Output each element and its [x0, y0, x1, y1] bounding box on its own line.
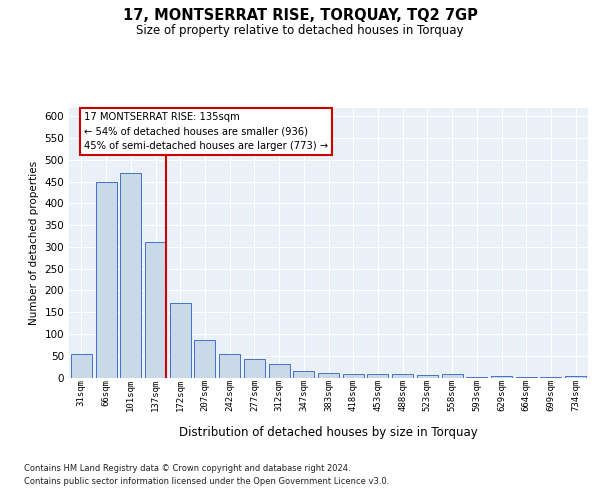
Text: Distribution of detached houses by size in Torquay: Distribution of detached houses by size … [179, 426, 478, 439]
Text: Contains public sector information licensed under the Open Government Licence v3: Contains public sector information licen… [24, 477, 389, 486]
Bar [318, 373, 339, 378]
Bar [194, 340, 215, 378]
Bar [466, 376, 487, 378]
Bar [417, 375, 438, 378]
Bar [170, 302, 191, 378]
Bar [71, 354, 92, 378]
Bar [293, 371, 314, 378]
Bar [491, 376, 512, 378]
Bar [219, 354, 240, 378]
Bar [367, 374, 388, 378]
Bar [442, 374, 463, 378]
Bar [343, 374, 364, 378]
Text: 17 MONTSERRAT RISE: 135sqm
← 54% of detached houses are smaller (936)
45% of sem: 17 MONTSERRAT RISE: 135sqm ← 54% of deta… [84, 112, 328, 152]
Bar [269, 364, 290, 378]
Text: 17, MONTSERRAT RISE, TORQUAY, TQ2 7GP: 17, MONTSERRAT RISE, TORQUAY, TQ2 7GP [122, 8, 478, 22]
Bar [565, 376, 586, 378]
Bar [244, 359, 265, 378]
Bar [120, 173, 141, 378]
Text: Contains HM Land Registry data © Crown copyright and database right 2024.: Contains HM Land Registry data © Crown c… [24, 464, 350, 473]
Bar [392, 374, 413, 378]
Bar [145, 242, 166, 378]
Bar [95, 182, 116, 378]
Text: Size of property relative to detached houses in Torquay: Size of property relative to detached ho… [136, 24, 464, 37]
Y-axis label: Number of detached properties: Number of detached properties [29, 160, 39, 324]
